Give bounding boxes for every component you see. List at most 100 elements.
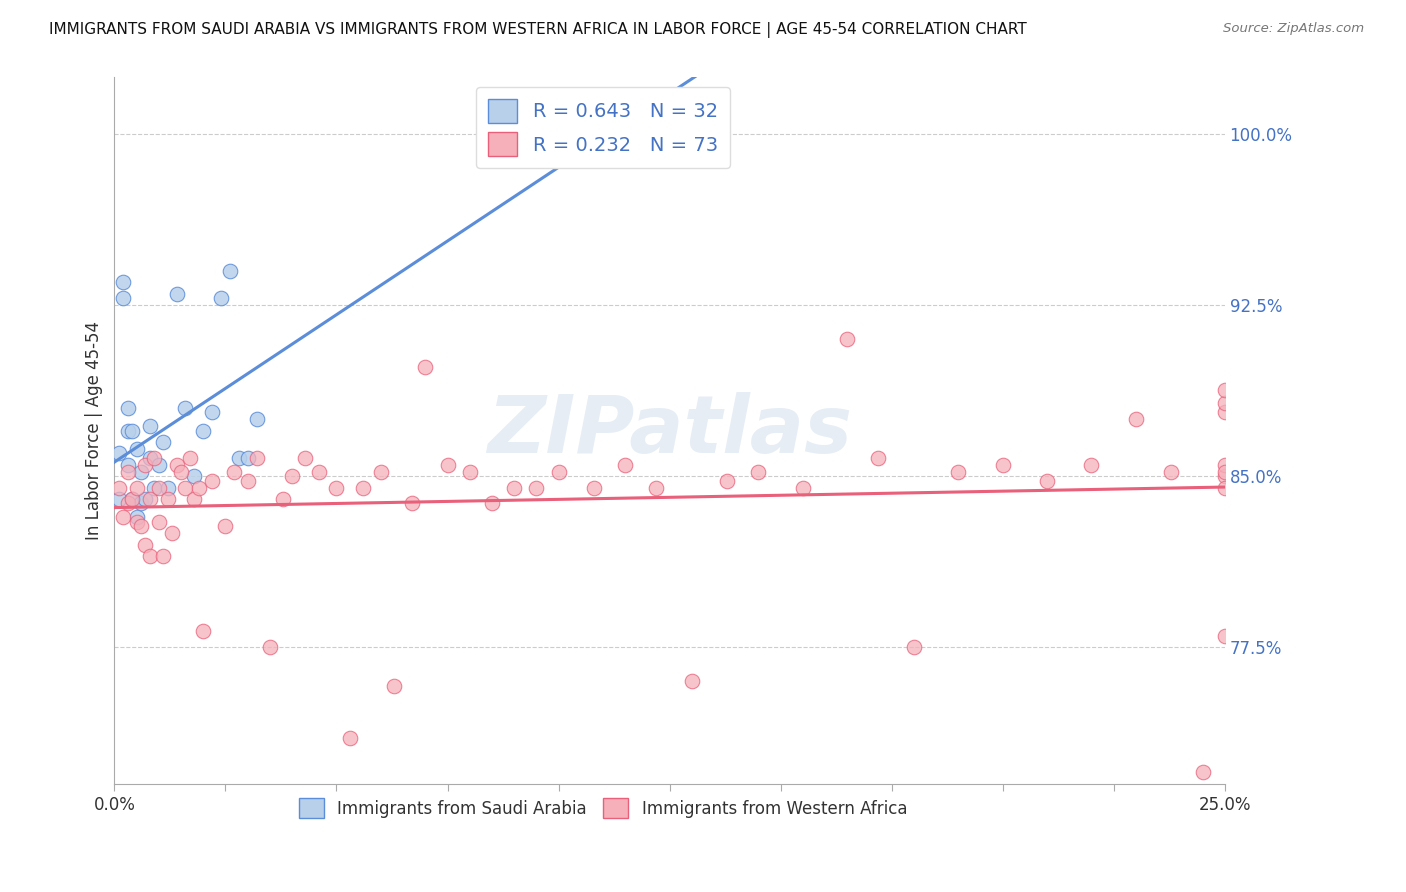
Point — [1036, 474, 1059, 488]
Point — [143, 481, 166, 495]
Point — [129, 465, 152, 479]
Point — [645, 481, 668, 495]
Point — [108, 481, 131, 495]
Point — [112, 276, 135, 290]
Point — [228, 450, 250, 465]
Point — [179, 450, 201, 465]
Point — [117, 458, 139, 472]
Point — [458, 465, 481, 479]
Point — [187, 481, 209, 495]
Point — [125, 481, 148, 495]
Point — [1125, 412, 1147, 426]
Point — [1213, 469, 1236, 483]
Point — [139, 450, 162, 465]
Point — [583, 481, 606, 495]
Point — [413, 359, 436, 374]
Point — [129, 496, 152, 510]
Point — [108, 446, 131, 460]
Point — [436, 458, 458, 472]
Point — [121, 491, 143, 506]
Point — [1213, 383, 1236, 397]
Point — [245, 450, 267, 465]
Point — [112, 292, 135, 306]
Point — [143, 450, 166, 465]
Point — [281, 469, 304, 483]
Point — [125, 442, 148, 456]
Point — [524, 481, 547, 495]
Point — [148, 481, 170, 495]
Point — [209, 292, 232, 306]
Point — [1213, 396, 1236, 410]
Point — [193, 624, 215, 638]
Point — [152, 434, 174, 449]
Point — [125, 510, 148, 524]
Point — [1080, 458, 1102, 472]
Point — [547, 465, 569, 479]
Point — [121, 424, 143, 438]
Text: Source: ZipAtlas.com: Source: ZipAtlas.com — [1223, 22, 1364, 36]
Point — [139, 419, 162, 434]
Point — [152, 549, 174, 563]
Point — [681, 674, 703, 689]
Point — [948, 465, 970, 479]
Point — [503, 481, 526, 495]
Point — [325, 481, 347, 495]
Point — [592, 128, 614, 142]
Point — [236, 474, 259, 488]
Point — [201, 405, 224, 419]
Point — [294, 450, 316, 465]
Text: IMMIGRANTS FROM SAUDI ARABIA VS IMMIGRANTS FROM WESTERN AFRICA IN LABOR FORCE | : IMMIGRANTS FROM SAUDI ARABIA VS IMMIGRAN… — [49, 22, 1026, 38]
Point — [1213, 481, 1236, 495]
Point — [219, 264, 242, 278]
Point — [308, 465, 330, 479]
Point — [125, 515, 148, 529]
Point — [1213, 405, 1236, 419]
Point — [117, 465, 139, 479]
Point — [112, 510, 135, 524]
Point — [382, 679, 405, 693]
Point — [837, 333, 859, 347]
Point — [903, 640, 925, 654]
Point — [747, 465, 769, 479]
Point — [108, 491, 131, 506]
Point — [792, 481, 814, 495]
Point — [139, 491, 162, 506]
Point — [481, 496, 503, 510]
Point — [1191, 765, 1213, 780]
Point — [183, 491, 205, 506]
Point — [370, 465, 392, 479]
Point — [614, 458, 637, 472]
Point — [271, 491, 294, 506]
Point — [236, 450, 259, 465]
Point — [214, 519, 236, 533]
Point — [339, 731, 361, 746]
Point — [201, 474, 224, 488]
Point — [183, 469, 205, 483]
Point — [166, 458, 188, 472]
Point — [174, 401, 197, 415]
Point — [134, 458, 156, 472]
Point — [156, 491, 179, 506]
Point — [193, 424, 215, 438]
Point — [170, 465, 193, 479]
Point — [1213, 629, 1236, 643]
Point — [134, 537, 156, 551]
Point — [148, 458, 170, 472]
Point — [121, 491, 143, 506]
Point — [174, 481, 197, 495]
Text: ZIPatlas: ZIPatlas — [486, 392, 852, 469]
Point — [129, 519, 152, 533]
Point — [259, 640, 281, 654]
Y-axis label: In Labor Force | Age 45-54: In Labor Force | Age 45-54 — [86, 321, 103, 540]
Point — [868, 450, 890, 465]
Point — [156, 481, 179, 495]
Point — [547, 128, 569, 142]
Point — [245, 412, 267, 426]
Point — [134, 491, 156, 506]
Point — [1213, 458, 1236, 472]
Point — [160, 526, 183, 541]
Point — [139, 549, 162, 563]
Point — [117, 496, 139, 510]
Point — [166, 286, 188, 301]
Point — [352, 481, 374, 495]
